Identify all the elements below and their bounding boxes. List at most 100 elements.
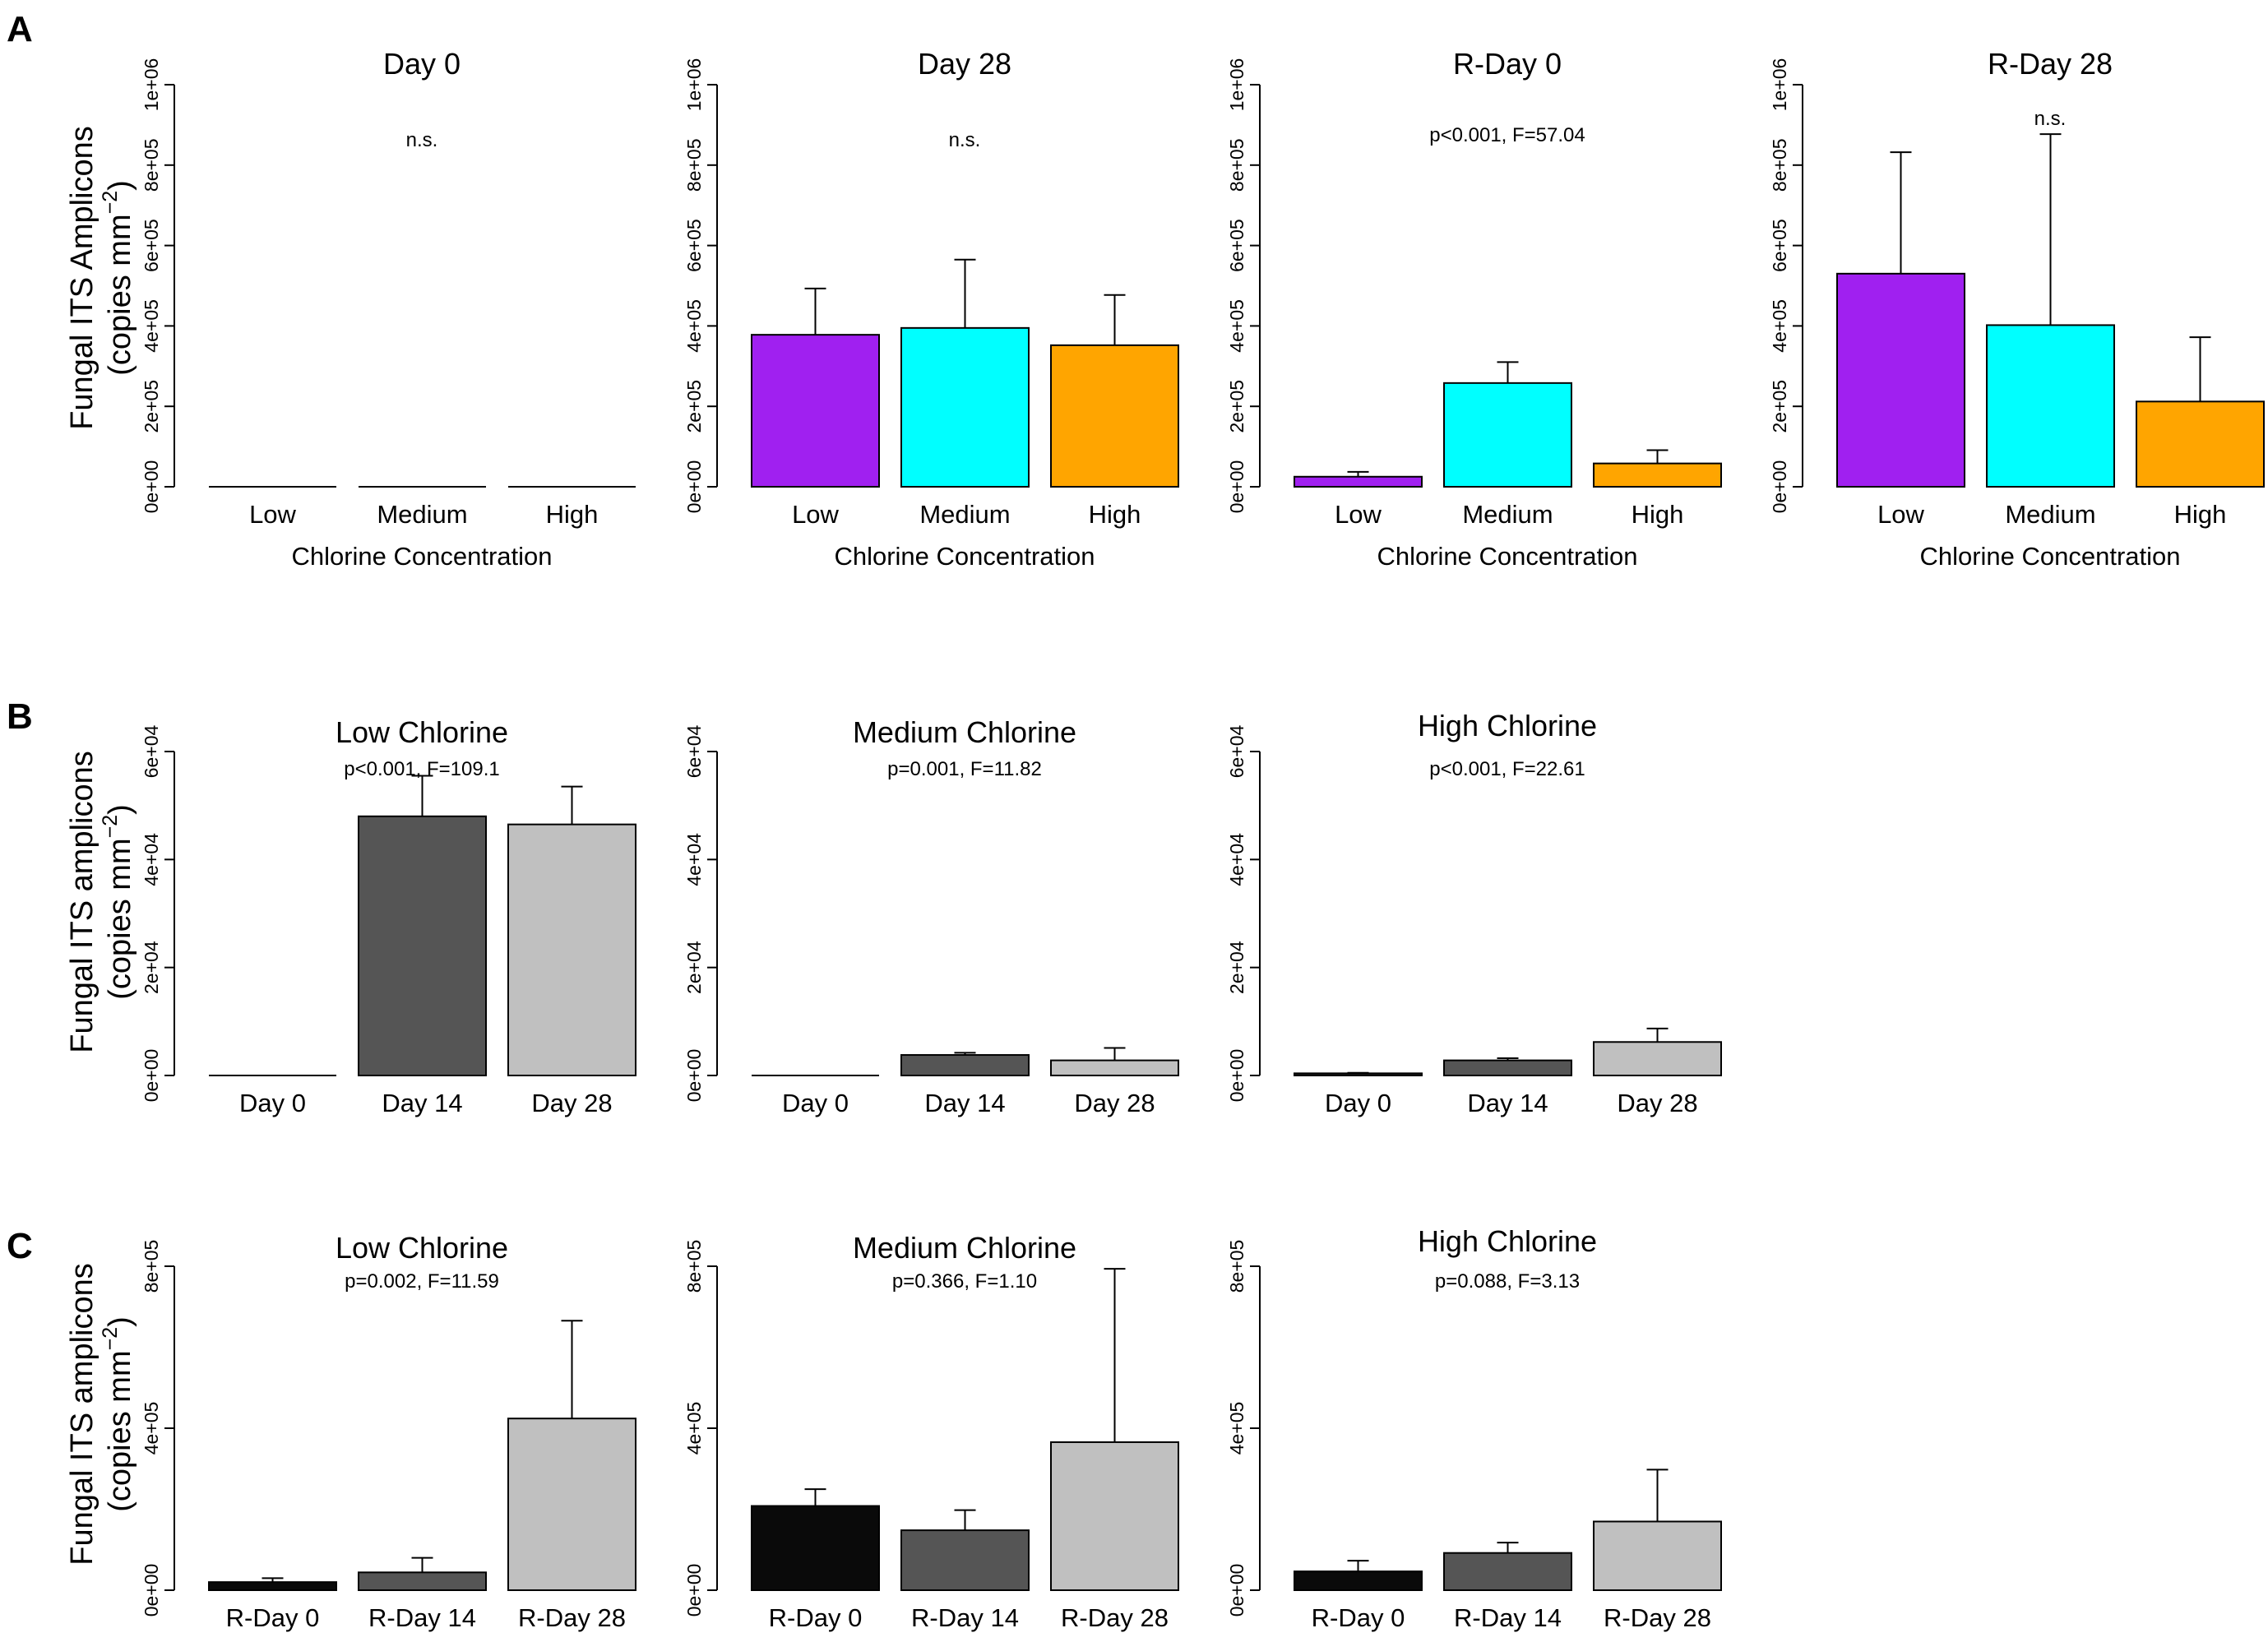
y-axis-title-row-b: Fungal ITS amplicons (copies mm−2) [65, 751, 137, 1053]
bar [1593, 1520, 1722, 1592]
plots-layer: 0e+00 2e+05 4e+05 6e+05 8e+05 1e+06 Low Medium H… [141, 58, 2265, 1632]
x-axis-title: Chlorine Concentration [1919, 542, 2180, 571]
y-tick-label: 4e+04 [141, 833, 162, 886]
y-tick-label: 6e+04 [1226, 724, 1247, 778]
category-label: R-Day 28 [518, 1603, 626, 1632]
bar [358, 1571, 487, 1591]
y-tick-label: 1e+06 [1226, 58, 1247, 112]
y-tick-label: 8e+05 [141, 138, 162, 192]
y-axis-title-line2: (copies mm−2) [99, 180, 137, 376]
category-label: R-Day 0 [226, 1603, 320, 1632]
y-tick-label: 2e+05 [141, 380, 162, 433]
category-label: Medium [2005, 500, 2095, 529]
bar [1050, 1441, 1179, 1592]
category-label: Day 0 [1325, 1089, 1391, 1117]
y-axis-title-line2: (copies mm−2) [99, 1316, 137, 1512]
stat-annotation: p=0.366, F=1.10 [892, 1270, 1037, 1293]
y-tick-label: 1e+06 [141, 58, 162, 112]
stat-annotation: n.s. [2034, 108, 2067, 130]
y-tick-label: 4e+04 [1226, 833, 1247, 886]
y-tick-label: 2e+05 [1769, 380, 1790, 433]
category-label: Low [1335, 500, 1382, 529]
category-label: R-Day 28 [1604, 1603, 1711, 1632]
y-tick-label: 6e+05 [1769, 219, 1790, 272]
category-label: Day 28 [1617, 1089, 1697, 1117]
y-tick-label: 6e+04 [141, 724, 162, 778]
bar [1294, 1072, 1423, 1076]
x-axis-title: Chlorine Concentration [1377, 542, 1637, 571]
bar [1443, 1552, 1572, 1591]
stat-annotation: p=0.001, F=11.82 [887, 758, 1042, 780]
category-label: Day 28 [531, 1089, 612, 1117]
stat-annotation: n.s. [406, 129, 438, 151]
category-label: Low [1877, 500, 1924, 529]
category-label: High [546, 500, 599, 529]
category-label: High [1632, 500, 1684, 529]
category-label: Medium [377, 500, 467, 529]
category-label: R-Day 14 [911, 1603, 1019, 1632]
panel-letter-b: B [7, 696, 33, 737]
category-label: R-Day 28 [1061, 1603, 1169, 1632]
chart-title: R-Day 28 [1988, 47, 2113, 81]
category-label: Day 0 [239, 1089, 306, 1117]
bar [2136, 400, 2265, 488]
y-tick-label: 0e+00 [141, 1564, 162, 1617]
bar [1294, 1570, 1423, 1591]
bar [1593, 462, 1722, 488]
y-tick-label: 4e+04 [683, 833, 705, 886]
bar [507, 1418, 636, 1592]
bar [751, 1505, 880, 1592]
y-tick-label: 0e+00 [1226, 1564, 1247, 1617]
y-tick-label: 0e+00 [1226, 460, 1247, 514]
x-axis-title: Chlorine Concentration [291, 542, 552, 571]
panel-letter-a: A [7, 9, 33, 49]
y-axis-title-line1: Fungal ITS Amplicons [65, 126, 100, 430]
y-tick-label: 6e+05 [1226, 219, 1247, 272]
x-axis-title: Chlorine Concentration [834, 542, 1095, 571]
y-axis-title-line2: (copies mm−2) [99, 804, 137, 1000]
y-tick-label: 8e+05 [1769, 138, 1790, 192]
y-tick-label: 8e+05 [1226, 138, 1247, 192]
panel-letter-c: C [7, 1226, 33, 1266]
chart-title: Medium Chlorine [853, 1231, 1076, 1265]
bar [1986, 324, 2115, 488]
y-tick-label: 2e+05 [683, 380, 705, 433]
category-label: High [2174, 500, 2227, 529]
category-label: Low [249, 500, 296, 529]
category-label: R-Day 14 [368, 1603, 476, 1632]
chart-title: R-Day 0 [1453, 47, 1562, 81]
bar [358, 815, 487, 1076]
y-tick-label: 6e+05 [141, 219, 162, 272]
category-label: Low [792, 500, 839, 529]
stat-annotation: n.s. [949, 129, 981, 151]
y-tick-label: 8e+05 [683, 138, 705, 192]
bar [1443, 382, 1572, 488]
y-tick-label: 4e+05 [1226, 299, 1247, 353]
y-axis-title-row-c: Fungal ITS amplicons (copies mm−2) [65, 1263, 137, 1566]
y-tick-label: 2e+04 [1226, 941, 1247, 994]
category-label: Day 14 [382, 1089, 462, 1117]
y-tick-label: 4e+05 [141, 299, 162, 353]
bar [900, 326, 1030, 488]
y-tick-label: 0e+00 [683, 1049, 705, 1103]
bar [1050, 1059, 1179, 1076]
category-label: R-Day 0 [769, 1603, 863, 1632]
bar [1050, 344, 1179, 488]
bar [1593, 1041, 1722, 1076]
y-tick-label: 4e+05 [141, 1402, 162, 1455]
y-axis-title-row-a: Fungal ITS Amplicons (copies mm−2) [65, 126, 137, 430]
stat-annotation: p=0.002, F=11.59 [345, 1270, 499, 1293]
y-tick-label: 2e+05 [1226, 380, 1247, 433]
chart-title: Low Chlorine [336, 715, 508, 749]
bar [900, 1054, 1030, 1076]
y-tick-label: 4e+05 [1226, 1402, 1247, 1455]
category-label: Medium [1462, 500, 1553, 529]
y-tick-label: 4e+05 [683, 299, 705, 353]
stat-annotation: p<0.001, F=22.61 [1429, 758, 1585, 780]
chart-title: High Chlorine [1418, 709, 1597, 742]
y-axis-title-line1: Fungal ITS amplicons [65, 751, 100, 1053]
bar [1836, 272, 1965, 488]
bar [900, 1529, 1030, 1591]
category-label: Day 14 [924, 1089, 1005, 1117]
